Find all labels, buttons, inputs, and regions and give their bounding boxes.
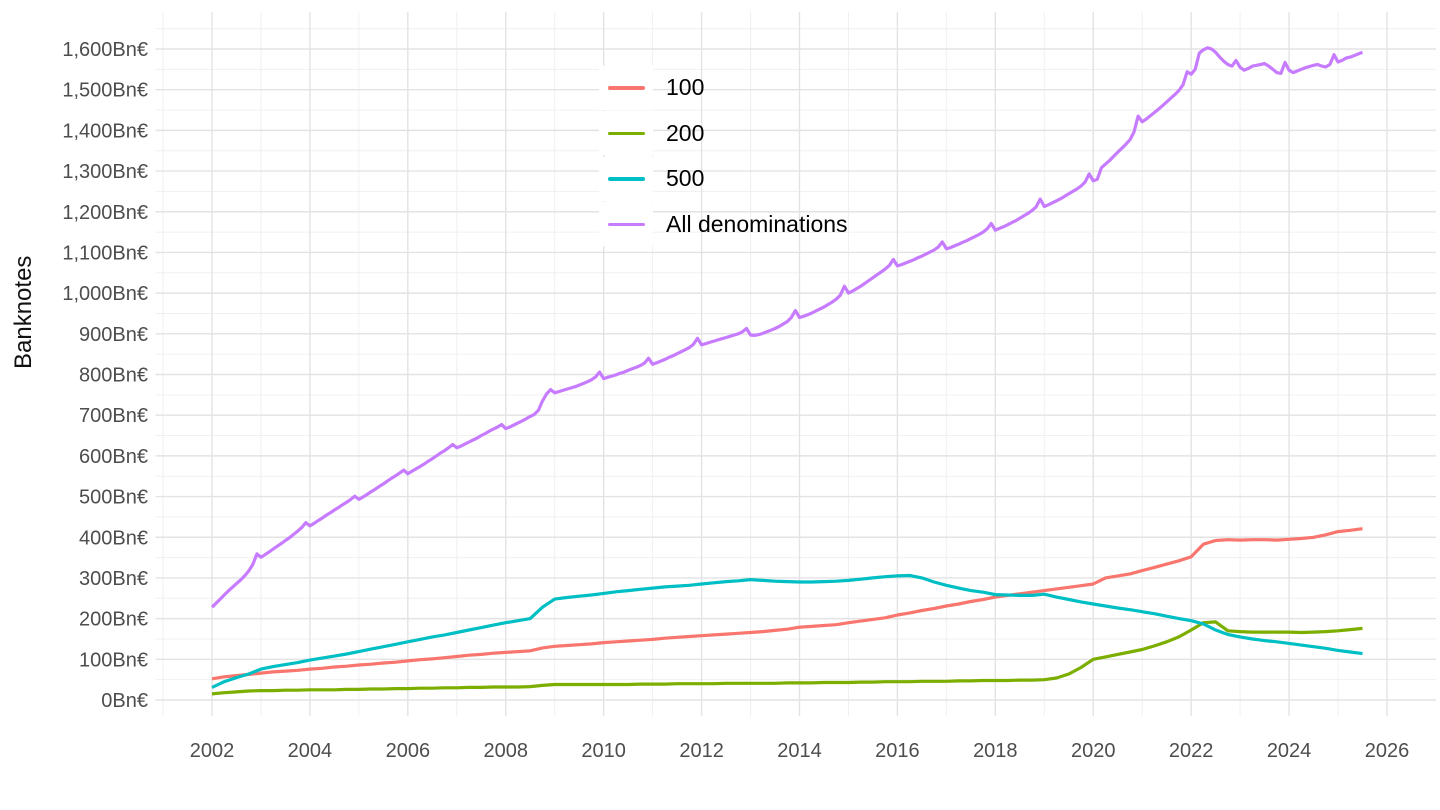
- y-tick-label: 300Bn€: [79, 568, 148, 590]
- x-tick-label: 2026: [1365, 740, 1410, 762]
- y-tick-label: 1,400Bn€: [62, 120, 148, 142]
- legend-line-swatch: [607, 131, 645, 135]
- legend-item-100: 100: [599, 65, 848, 111]
- y-tick-label: 100Bn€: [79, 649, 148, 671]
- y-tick-label: 1,500Bn€: [62, 80, 148, 102]
- legend: 100 200 500 All denominations: [599, 65, 848, 247]
- series-line-200: [211, 620, 1363, 696]
- legend-item-200: 200: [599, 111, 848, 157]
- y-tick-label: 0Bn€: [101, 690, 148, 712]
- legend-key: [599, 65, 653, 110]
- legend-item-all-denominations: All denominations: [599, 202, 848, 248]
- legend-key: [599, 156, 653, 201]
- legend-key: [599, 111, 653, 156]
- y-tick-label: 400Bn€: [79, 527, 148, 549]
- legend-line-swatch: [607, 222, 645, 226]
- x-tick-label: 2012: [679, 740, 724, 762]
- series-line-500: [211, 573, 1363, 689]
- legend-label: 100: [666, 74, 705, 101]
- y-tick-label: 600Bn€: [79, 446, 148, 468]
- x-tick-label: 2010: [581, 740, 626, 762]
- x-tick-label: 2006: [386, 740, 431, 762]
- x-tick-label: 2022: [1169, 740, 1214, 762]
- x-tick-label: 2002: [190, 740, 235, 762]
- x-tick-label: 2018: [973, 740, 1018, 762]
- y-tick-label: 200Bn€: [79, 609, 148, 631]
- series-line-100: [211, 527, 1363, 681]
- y-tick-label: 1,100Bn€: [62, 242, 148, 264]
- series-line-all-denominations: [210, 46, 1364, 609]
- y-tick-label: 800Bn€: [79, 365, 148, 387]
- legend-item-500: 500: [599, 156, 848, 202]
- legend-line-swatch: [607, 86, 645, 90]
- x-tick-label: 2024: [1267, 740, 1312, 762]
- x-tick-label: 2008: [483, 740, 528, 762]
- y-tick-label: 1,200Bn€: [62, 202, 148, 224]
- y-tick-label: 1,600Bn€: [62, 39, 148, 61]
- y-tick-label: 700Bn€: [79, 405, 148, 427]
- x-tick-label: 2016: [875, 740, 920, 762]
- legend-line-swatch: [607, 177, 645, 181]
- y-tick-label: 1,000Bn€: [62, 283, 148, 305]
- y-tick-label: 900Bn€: [79, 324, 148, 346]
- y-axis-title: Banknotes: [10, 255, 37, 369]
- x-tick-label: 2014: [777, 740, 822, 762]
- x-tick-label: 2004: [288, 740, 333, 762]
- x-tick-label: 2020: [1071, 740, 1116, 762]
- legend-label: 500: [666, 165, 705, 192]
- legend-label: 200: [666, 119, 705, 146]
- y-tick-label: 1,300Bn€: [62, 161, 148, 183]
- legend-key: [599, 202, 653, 247]
- legend-label: All denominations: [666, 210, 848, 237]
- y-tick-label: 500Bn€: [79, 487, 148, 509]
